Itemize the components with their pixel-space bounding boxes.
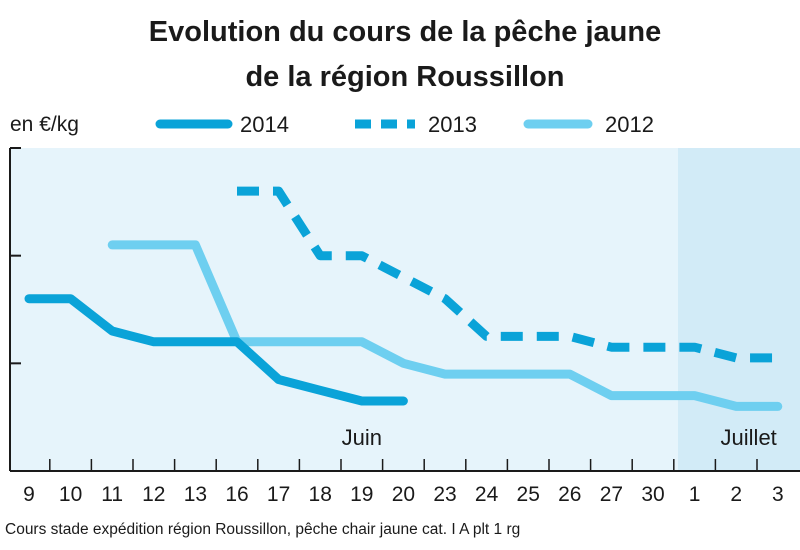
x-tick-label: 30 (641, 483, 664, 506)
legend-label-2012: 2012 (605, 112, 654, 137)
x-tick-label: 25 (517, 483, 540, 506)
legend-label-2014: 2014 (240, 112, 289, 137)
x-tick-label: 12 (142, 483, 165, 506)
x-tick-label: 3 (772, 483, 784, 506)
july-band (677, 148, 800, 471)
month-label: Juin (342, 425, 382, 450)
x-tick-label: 11 (101, 483, 123, 506)
plot-background (10, 148, 800, 471)
chart-title: Evolution du cours de la pêche jaune (149, 16, 661, 48)
x-tick-label: 24 (475, 483, 499, 506)
x-tick-label: 17 (267, 483, 290, 506)
x-tick-label: 10 (59, 483, 82, 506)
x-tick-label: 9 (23, 483, 35, 506)
x-tick-label: 1 (689, 483, 701, 506)
y-axis-unit-label: en €/kg (10, 113, 79, 136)
x-tick-label: 27 (600, 483, 623, 506)
x-tick-label: 16 (225, 483, 248, 506)
series-line-2014 (24, 294, 408, 406)
x-tick-label: 20 (392, 483, 415, 506)
legend: 2014 2013 2012 (155, 112, 654, 137)
x-tick-label: 13 (184, 483, 207, 506)
series-line-2012 (107, 240, 783, 411)
x-tick-label: 19 (350, 483, 373, 506)
month-label: Juillet (721, 425, 777, 450)
chart-subtitle: de la région Roussillon (245, 61, 564, 93)
x-tick-label: 26 (558, 483, 581, 506)
series-line-2013 (237, 186, 778, 363)
x-tick-label: 2 (730, 483, 742, 506)
legend-label-2013: 2013 (428, 112, 477, 137)
source-note: Cours stade expédition région Roussillon… (5, 521, 520, 538)
x-tick-label: 23 (433, 483, 456, 506)
x-tick-label: 18 (309, 483, 332, 506)
